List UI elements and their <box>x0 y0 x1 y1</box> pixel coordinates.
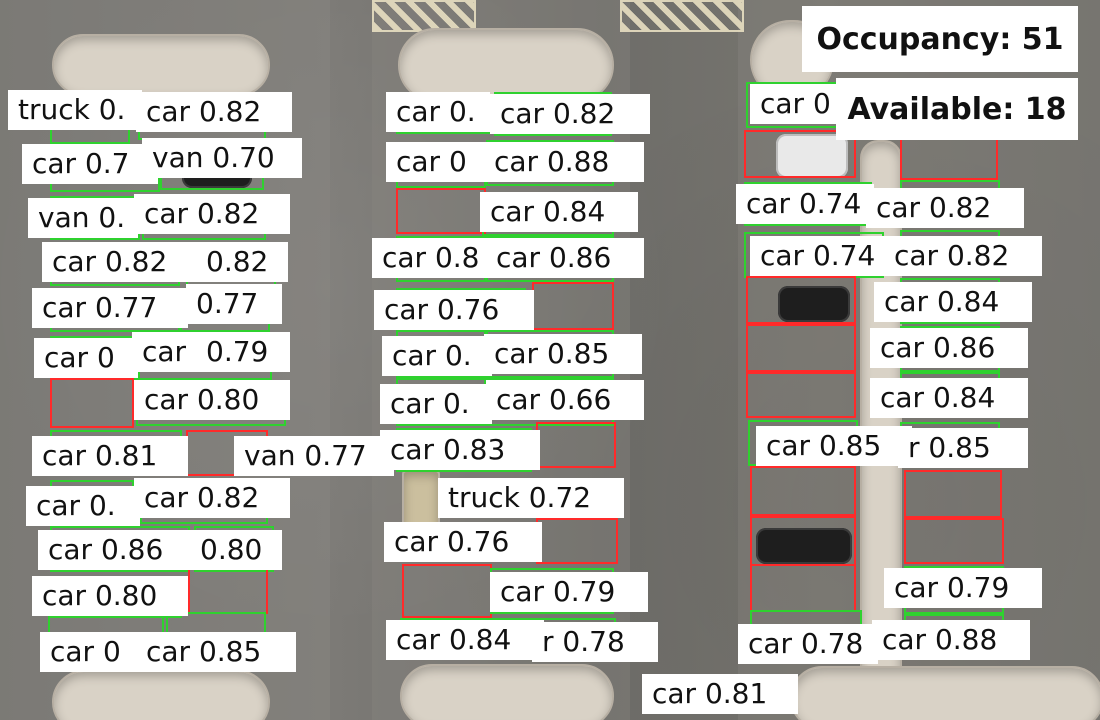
detection-label: car 0 <box>386 142 486 182</box>
detection-label: car 0.74 <box>750 236 890 276</box>
parking-slot <box>402 564 492 618</box>
parking-slot <box>532 282 614 330</box>
detection-label: car 0.82 <box>490 94 650 134</box>
detection-label: car 0. <box>386 92 490 132</box>
detection-label: van 0.77 <box>234 436 394 476</box>
detection-label: car 0.83 <box>380 430 540 470</box>
parking-slot <box>746 372 856 418</box>
parking-slot <box>750 466 856 516</box>
detection-label: car 0.82 <box>42 242 196 282</box>
parking-slot <box>536 518 618 564</box>
detection-label: car 0.78 <box>738 624 878 664</box>
detection-label: car 0 <box>750 84 842 124</box>
detection-label: car 0.80 <box>32 576 188 616</box>
detection-label: car 0.79 <box>884 568 1042 608</box>
parking-slot <box>750 564 856 612</box>
parking-slot <box>536 422 616 468</box>
detection-label: car 0.79 <box>490 572 648 612</box>
landscape-island-top-left <box>52 34 270 96</box>
detection-label: car 0 <box>40 632 146 672</box>
dark-suv-1 <box>778 286 850 322</box>
detection-label: car 0.76 <box>384 522 542 562</box>
detection-label: truck 0. <box>8 90 142 130</box>
detection-label: car 0. <box>380 384 492 424</box>
landscape-island-bottom-left <box>52 670 270 720</box>
detection-label: car 0.86 <box>486 238 644 278</box>
detection-label: car 0.88 <box>484 142 644 182</box>
parking-slot <box>750 516 856 566</box>
detection-label: car 0.77 <box>32 288 188 328</box>
detection-label: car 0.80 <box>134 380 290 420</box>
occupancy-counter: Occupancy: 51 <box>802 6 1078 72</box>
dark-suv-2 <box>756 528 852 564</box>
parking-slot <box>904 470 1002 518</box>
detection-label: car 0.81 <box>642 674 798 714</box>
detection-label: van 0. <box>28 198 138 238</box>
detection-label: truck 0.72 <box>438 478 624 518</box>
parking-slot <box>188 568 268 614</box>
detection-label: car 0. <box>26 486 140 526</box>
detection-label: car 0.82 <box>866 188 1024 228</box>
detection-label: car 0.86 <box>38 530 194 570</box>
white-suv <box>776 134 848 178</box>
detection-label: 0.82 <box>196 242 288 282</box>
parking-slot <box>746 324 856 372</box>
detection-label: car 0.85 <box>756 426 912 466</box>
parking-slot <box>744 130 856 178</box>
detection-label: car <box>132 332 202 372</box>
detection-label: car 0.8 <box>372 238 498 278</box>
detection-label: r 0.85 <box>898 428 1028 468</box>
detection-label: car 0.81 <box>32 436 188 476</box>
available-counter: Available: 18 <box>836 78 1078 140</box>
detection-label: 0.77 <box>186 284 282 324</box>
detection-label: car 0.85 <box>136 632 296 672</box>
detection-label: car 0.74 <box>736 184 874 224</box>
detection-label: car 0.82 <box>134 478 290 518</box>
detection-label: car 0.82 <box>884 236 1042 276</box>
parking-slot <box>746 276 856 324</box>
detection-label: car 0.66 <box>486 380 644 420</box>
parking-slot <box>396 188 486 234</box>
detection-label: car 0.88 <box>872 620 1030 660</box>
detection-label: car 0. <box>382 336 492 376</box>
landscape-island-top-middle <box>398 28 614 102</box>
parking-slot <box>904 518 1004 564</box>
detection-label: car 0.84 <box>874 282 1032 322</box>
detection-label: car 0.76 <box>374 290 534 330</box>
landscape-island-bottom-middle <box>400 664 614 720</box>
parking-slot <box>50 378 134 428</box>
detection-label: car 0.84 <box>480 192 638 232</box>
detection-label: car 0.84 <box>870 378 1028 418</box>
detection-label: 0.80 <box>190 530 282 570</box>
detection-label: 0.79 <box>196 332 290 372</box>
detection-label: car 0.86 <box>870 328 1028 368</box>
detection-label: van 0.70 <box>142 138 302 178</box>
detection-label: car 0.85 <box>484 334 642 374</box>
hatched-marking-2 <box>620 0 744 32</box>
detection-label: car 0.7 <box>22 144 158 184</box>
detection-label: car 0.82 <box>136 92 292 132</box>
detection-label: car 0.82 <box>134 194 290 234</box>
detection-label: car 0.84 <box>386 620 544 660</box>
landscape-island-bottom-right <box>790 666 1100 720</box>
detection-label: car 0 <box>34 338 138 378</box>
detection-label: r 0.78 <box>532 622 658 662</box>
